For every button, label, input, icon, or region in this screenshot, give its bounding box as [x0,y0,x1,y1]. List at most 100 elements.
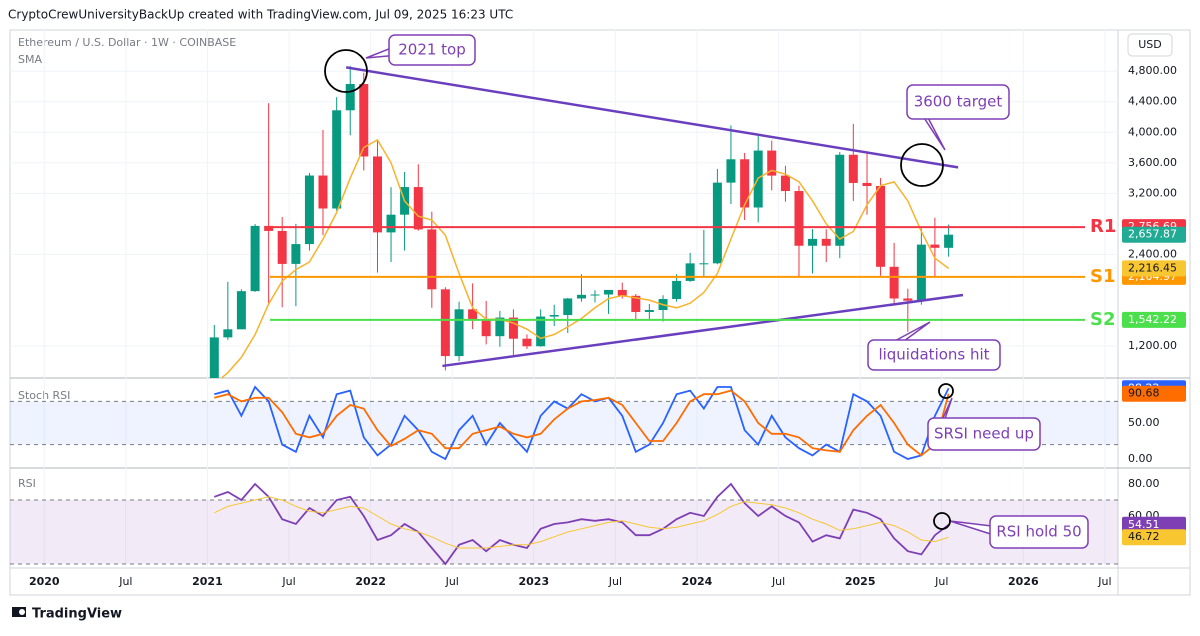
price-tag [1122,311,1186,328]
candle-body [631,295,641,312]
currency-button[interactable] [1127,33,1173,57]
candle-body [359,84,369,157]
indicator-line [214,482,950,566]
x-tick-label: Jul [608,575,622,588]
symbol-title: Ethereum / U.S. Dollar · 1W · COINBASE [18,36,236,49]
highlight-circle [933,512,951,530]
price-tag [1122,226,1186,243]
chart-frame [9,29,1191,596]
level-name: S2 [1090,309,1116,330]
indicator-line [214,385,950,461]
x-tick-label: Jul [1097,575,1111,588]
candle-body [264,225,274,231]
x-tick-label: 2021 [192,575,223,588]
candle-body [468,309,478,320]
candle-body [522,338,532,347]
price-tag [1122,260,1186,277]
candle-body [604,289,614,295]
callout-text: RSI hold 50 [996,523,1081,541]
rsi-title: RSI [18,477,36,490]
x-tick-label: 2026 [1008,575,1039,588]
x-tick-label: 2024 [682,575,713,588]
candle-body [685,263,695,281]
candle-body [726,159,736,183]
sma-legend: SMA [18,53,42,66]
candle-body [536,316,546,347]
callout-box [388,34,476,66]
price-tag [1122,529,1186,546]
candle-body [944,234,954,248]
candle-body [318,175,328,209]
highlight-circle [324,49,368,93]
callout-text: SRSI need up [934,425,1034,443]
candle-body [223,329,233,338]
candle-body [930,244,940,248]
callout-text: 2021 top [398,41,466,59]
candle-body [454,309,464,357]
highlight-circle [938,383,954,399]
candle-body [345,84,355,111]
y-tick-label: 3,600.00 [1128,156,1177,169]
candle-body [617,289,627,296]
callout-text: 3600 target [914,93,1003,111]
y-tick-label: 3,200.00 [1128,186,1177,199]
header-text: CryptoCrewUniversityBackUp created with … [8,8,513,22]
y-tick-label: 4,000.00 [1128,125,1177,138]
price-tag [1122,385,1186,402]
y-tick-label: 0.00 [1128,452,1153,465]
price-tag [1122,516,1186,533]
price-tag-label: 1,542.22 [1128,313,1177,326]
candle-body [291,244,301,264]
pane [10,482,1118,566]
sma-line [220,138,950,378]
candle-body [740,159,750,208]
x-tick-label: Jul [934,575,948,588]
candle-body [889,266,899,299]
x-tick-label: 2023 [518,575,549,588]
x-tick-label: Jul [771,575,785,588]
trendline [442,293,964,368]
candle-body [835,154,845,246]
candle-body [903,298,913,301]
highlight-circle [900,143,944,187]
candle-body [644,310,654,312]
candle-body [427,229,437,290]
indicator-line [214,389,950,457]
callout-box [927,417,1041,451]
footer-logo [12,607,26,617]
x-tick-label: Jul [118,575,132,588]
candle-body [821,238,831,246]
price-tag-label: 90.68 [1128,387,1160,400]
level-name: S1 [1090,266,1116,287]
price-tag-label: 2,216.45 [1128,261,1177,274]
x-tick-label: 2025 [845,575,876,588]
candle-body [576,294,586,299]
candle-body [549,315,559,317]
band-fill [10,500,1118,564]
x-tick-label: 2020 [29,575,60,588]
candle-body [672,280,682,300]
candle-body [440,289,450,357]
currency[interactable]: USD [1138,38,1162,51]
candle-body [848,154,858,183]
candle-body [332,110,342,209]
candle-body [916,244,926,301]
y-tick-label: 50.00 [1128,416,1160,429]
candle-body [699,263,709,265]
candle-body [563,298,573,316]
callout-box [989,515,1089,549]
candle-body [236,291,246,330]
price-tag-label: 2,657.87 [1128,228,1177,241]
candle-body [808,238,818,246]
candle-body [862,182,872,186]
candle-body [712,182,722,264]
candle-body [413,187,423,230]
candle-body [386,214,396,233]
candle-body [277,230,287,264]
candle-body [508,317,518,339]
y-tick-label: 4,400.00 [1128,95,1177,108]
candle-body [209,337,219,378]
footer: TradingView [32,607,122,622]
y-tick-label: 1,200.00 [1128,339,1177,352]
